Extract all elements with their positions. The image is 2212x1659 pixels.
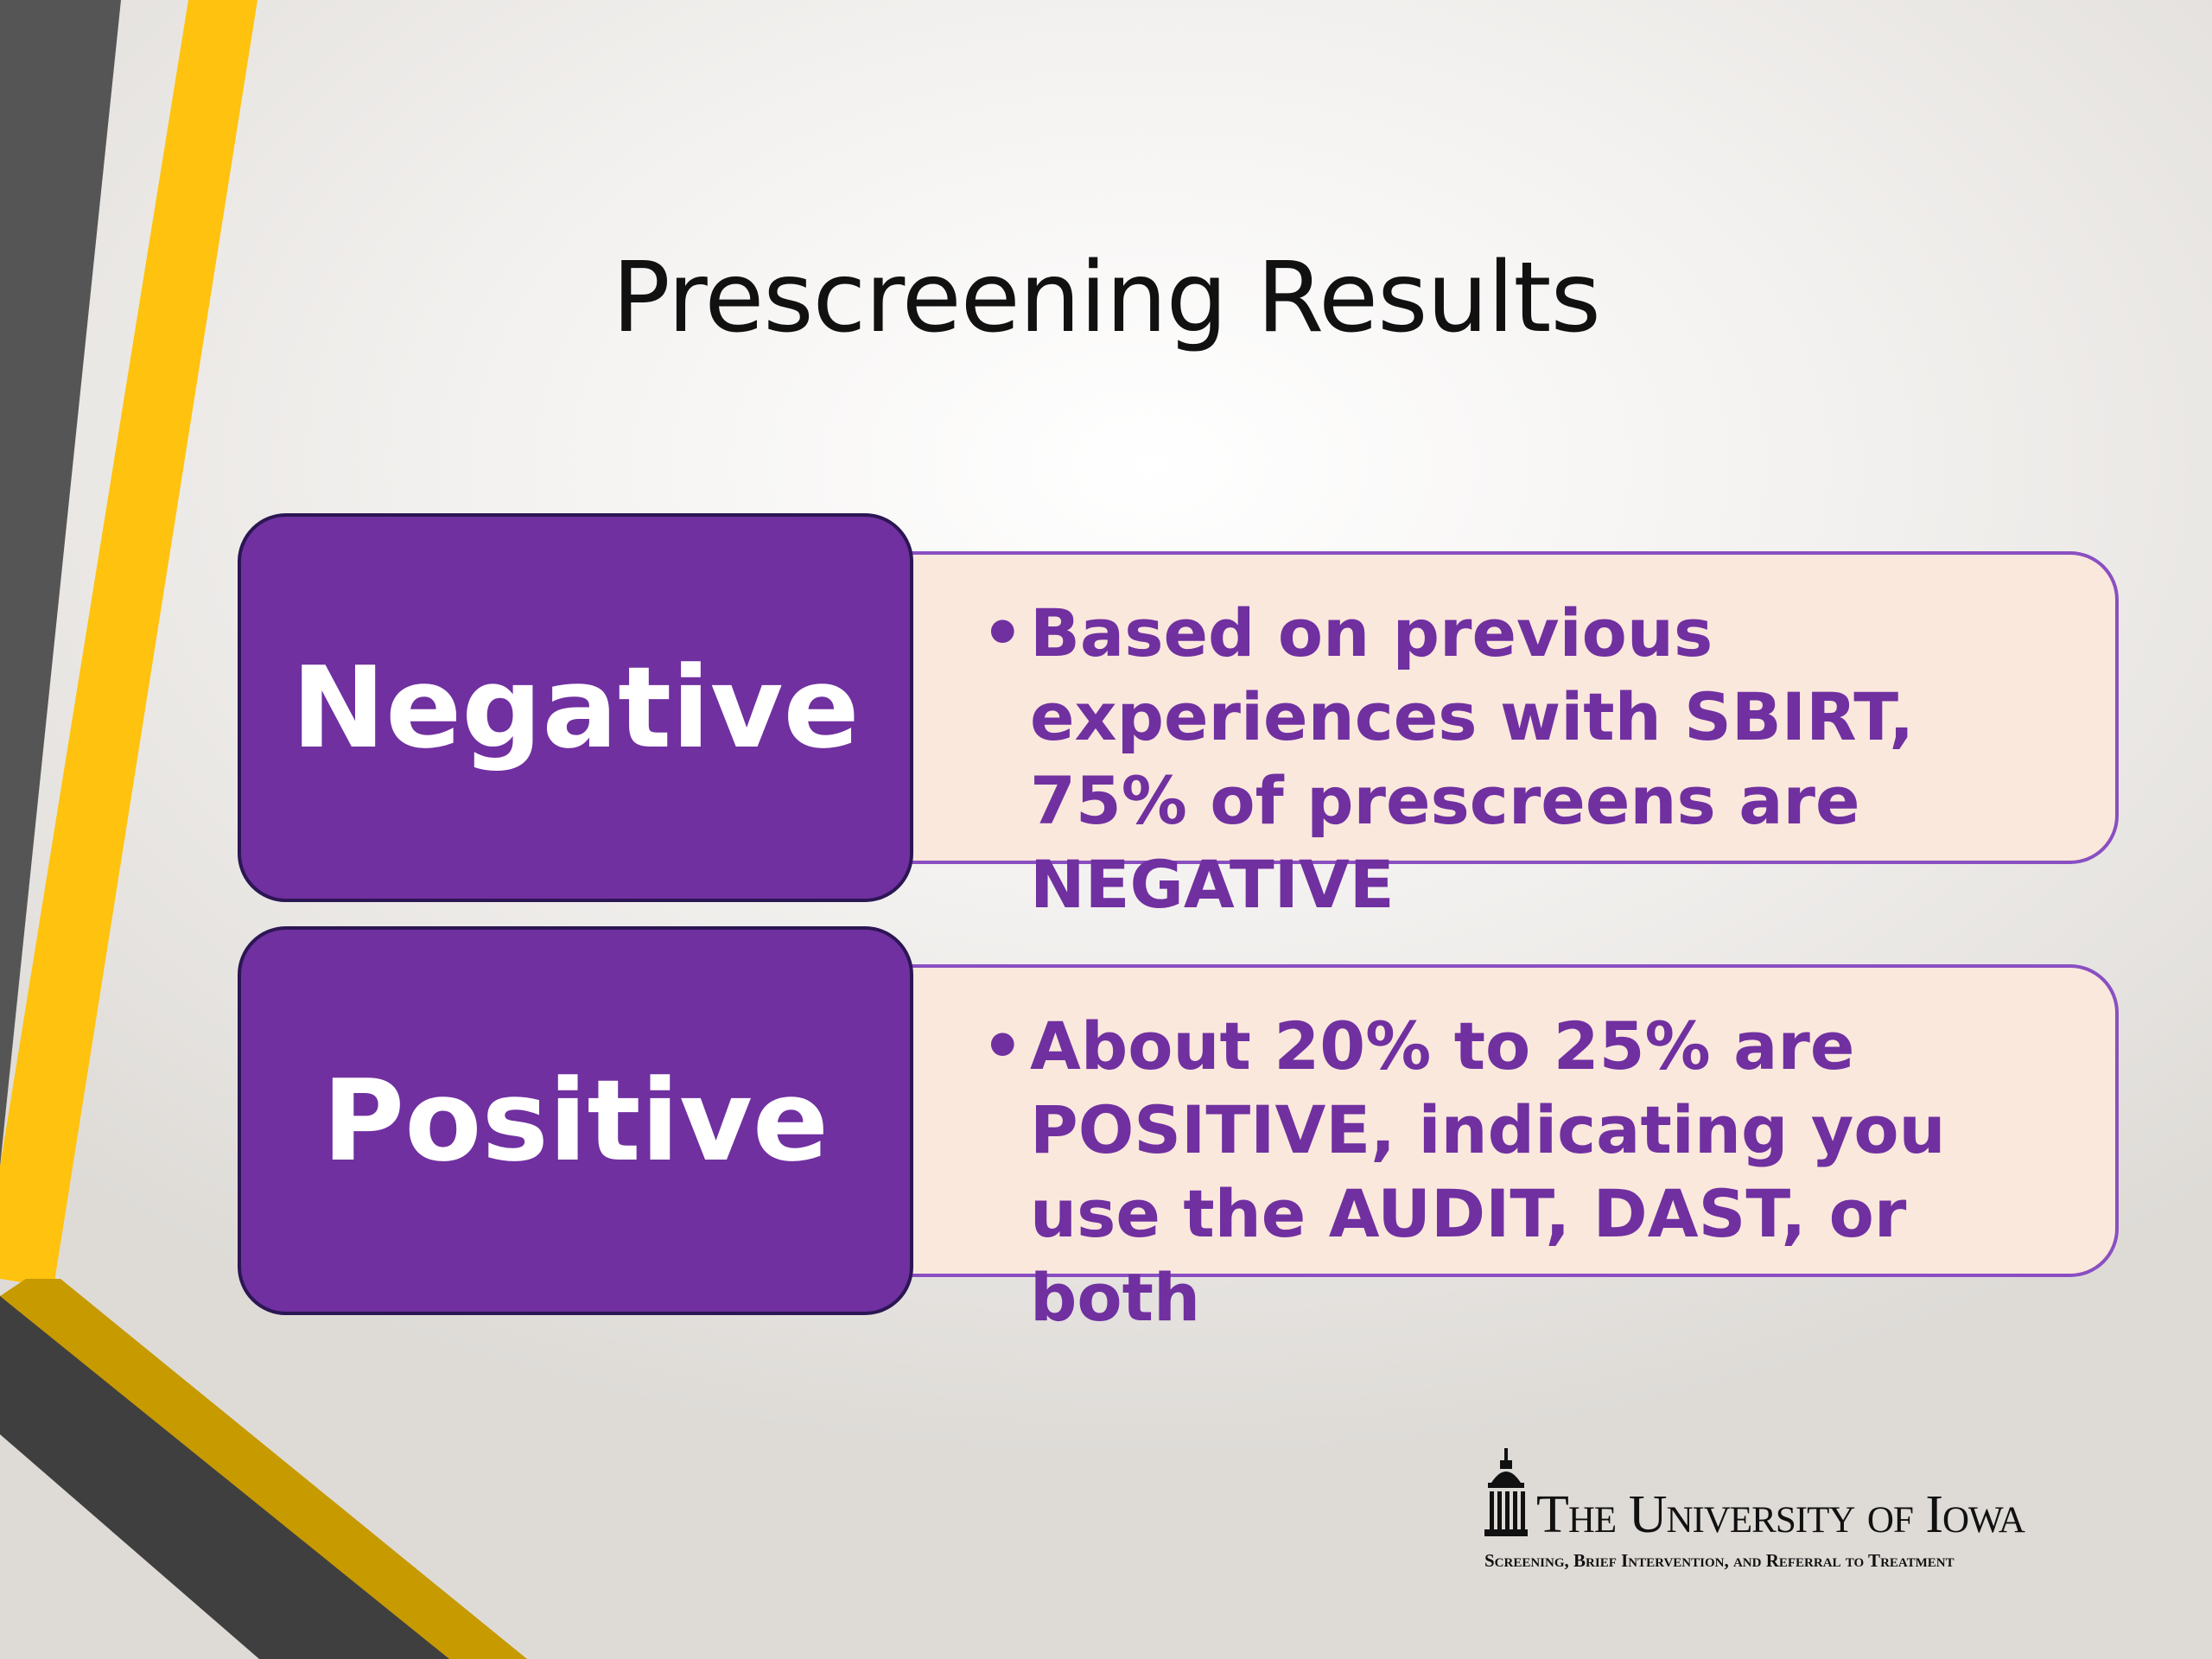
negative-description-list: Based on previous experiences with SBIRT… <box>899 555 2115 926</box>
gray-stripe-upper <box>0 0 121 1166</box>
negative-label: Negative <box>291 642 860 773</box>
negative-label-box: Negative <box>238 513 913 902</box>
positive-description: About 20% to 25% are POSITIVE, indicatin… <box>968 1004 2063 1339</box>
negative-description-box: Based on previous experiences with SBIRT… <box>899 551 2119 923</box>
gold-stripe-lower <box>0 1279 527 1659</box>
gold-stripe-upper <box>0 0 257 1287</box>
positive-label-box: Positive <box>238 926 913 1315</box>
university-name: The University of Iowa <box>1536 1485 2025 1544</box>
old-capitol-dome-icon <box>1484 1448 1528 1536</box>
slide-title: Prescreening Results <box>612 242 1601 354</box>
negative-description: Based on previous experiences with SBIRT… <box>968 591 2063 926</box>
university-logo: The University of Iowa Screening, Brief … <box>1478 1443 2117 1581</box>
positive-description-list: About 20% to 25% are POSITIVE, indicatin… <box>899 968 2115 1339</box>
positive-description-box: About 20% to 25% are POSITIVE, indicatin… <box>899 964 2119 1336</box>
positive-label: Positive <box>321 1055 830 1186</box>
program-subtitle: Screening, Brief Intervention, and Refer… <box>1484 1550 1955 1571</box>
